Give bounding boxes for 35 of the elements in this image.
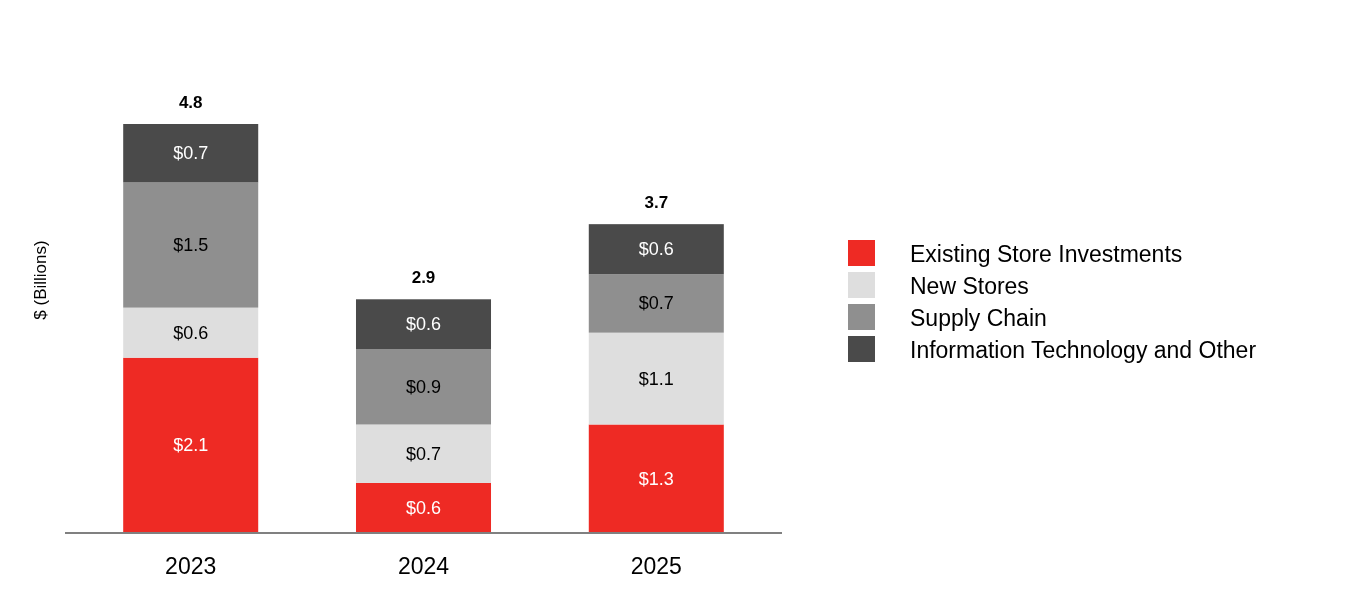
bar (123, 182, 259, 308)
bar (123, 124, 259, 183)
data-label: $1.5 (173, 235, 209, 256)
data-label: $0.9 (405, 376, 442, 397)
data-label: $0.7 (638, 293, 674, 314)
data-label: $0.7 (173, 143, 209, 164)
total-label: 4.8 (178, 93, 203, 112)
x-tick-label: 2024 (397, 553, 450, 579)
bar (123, 307, 259, 358)
data-label: $0.6 (638, 239, 674, 260)
legend-label: Existing Store Investments (910, 241, 1183, 267)
data-label: $0.6 (173, 322, 209, 343)
data-label: $1.3 (638, 468, 674, 489)
bar (588, 224, 724, 275)
bar (588, 332, 724, 425)
legend-label: Information Technology and Other (910, 337, 1257, 363)
data-label: $0.6 (405, 497, 442, 518)
bar (355, 349, 492, 425)
data-label: $1.1 (638, 368, 674, 389)
y-axis-title: $ (Billions) (31, 240, 50, 320)
bar (588, 424, 724, 533)
x-tick-label: 2023 (165, 553, 217, 579)
total-label: 3.7 (644, 193, 669, 213)
data-label: $0.6 (405, 314, 442, 335)
x-tick-label: 2025 (630, 553, 682, 579)
bar (355, 482, 492, 533)
legend-label: New Stores (910, 273, 1029, 299)
bar (123, 357, 259, 533)
bar (355, 299, 492, 350)
total-label: 2.9 (411, 268, 436, 288)
data-label: $0.7 (405, 443, 442, 464)
data-label: $2.1 (173, 435, 209, 456)
legend-label: Supply Chain (910, 305, 1047, 331)
bar (588, 274, 724, 333)
bar (355, 424, 492, 483)
